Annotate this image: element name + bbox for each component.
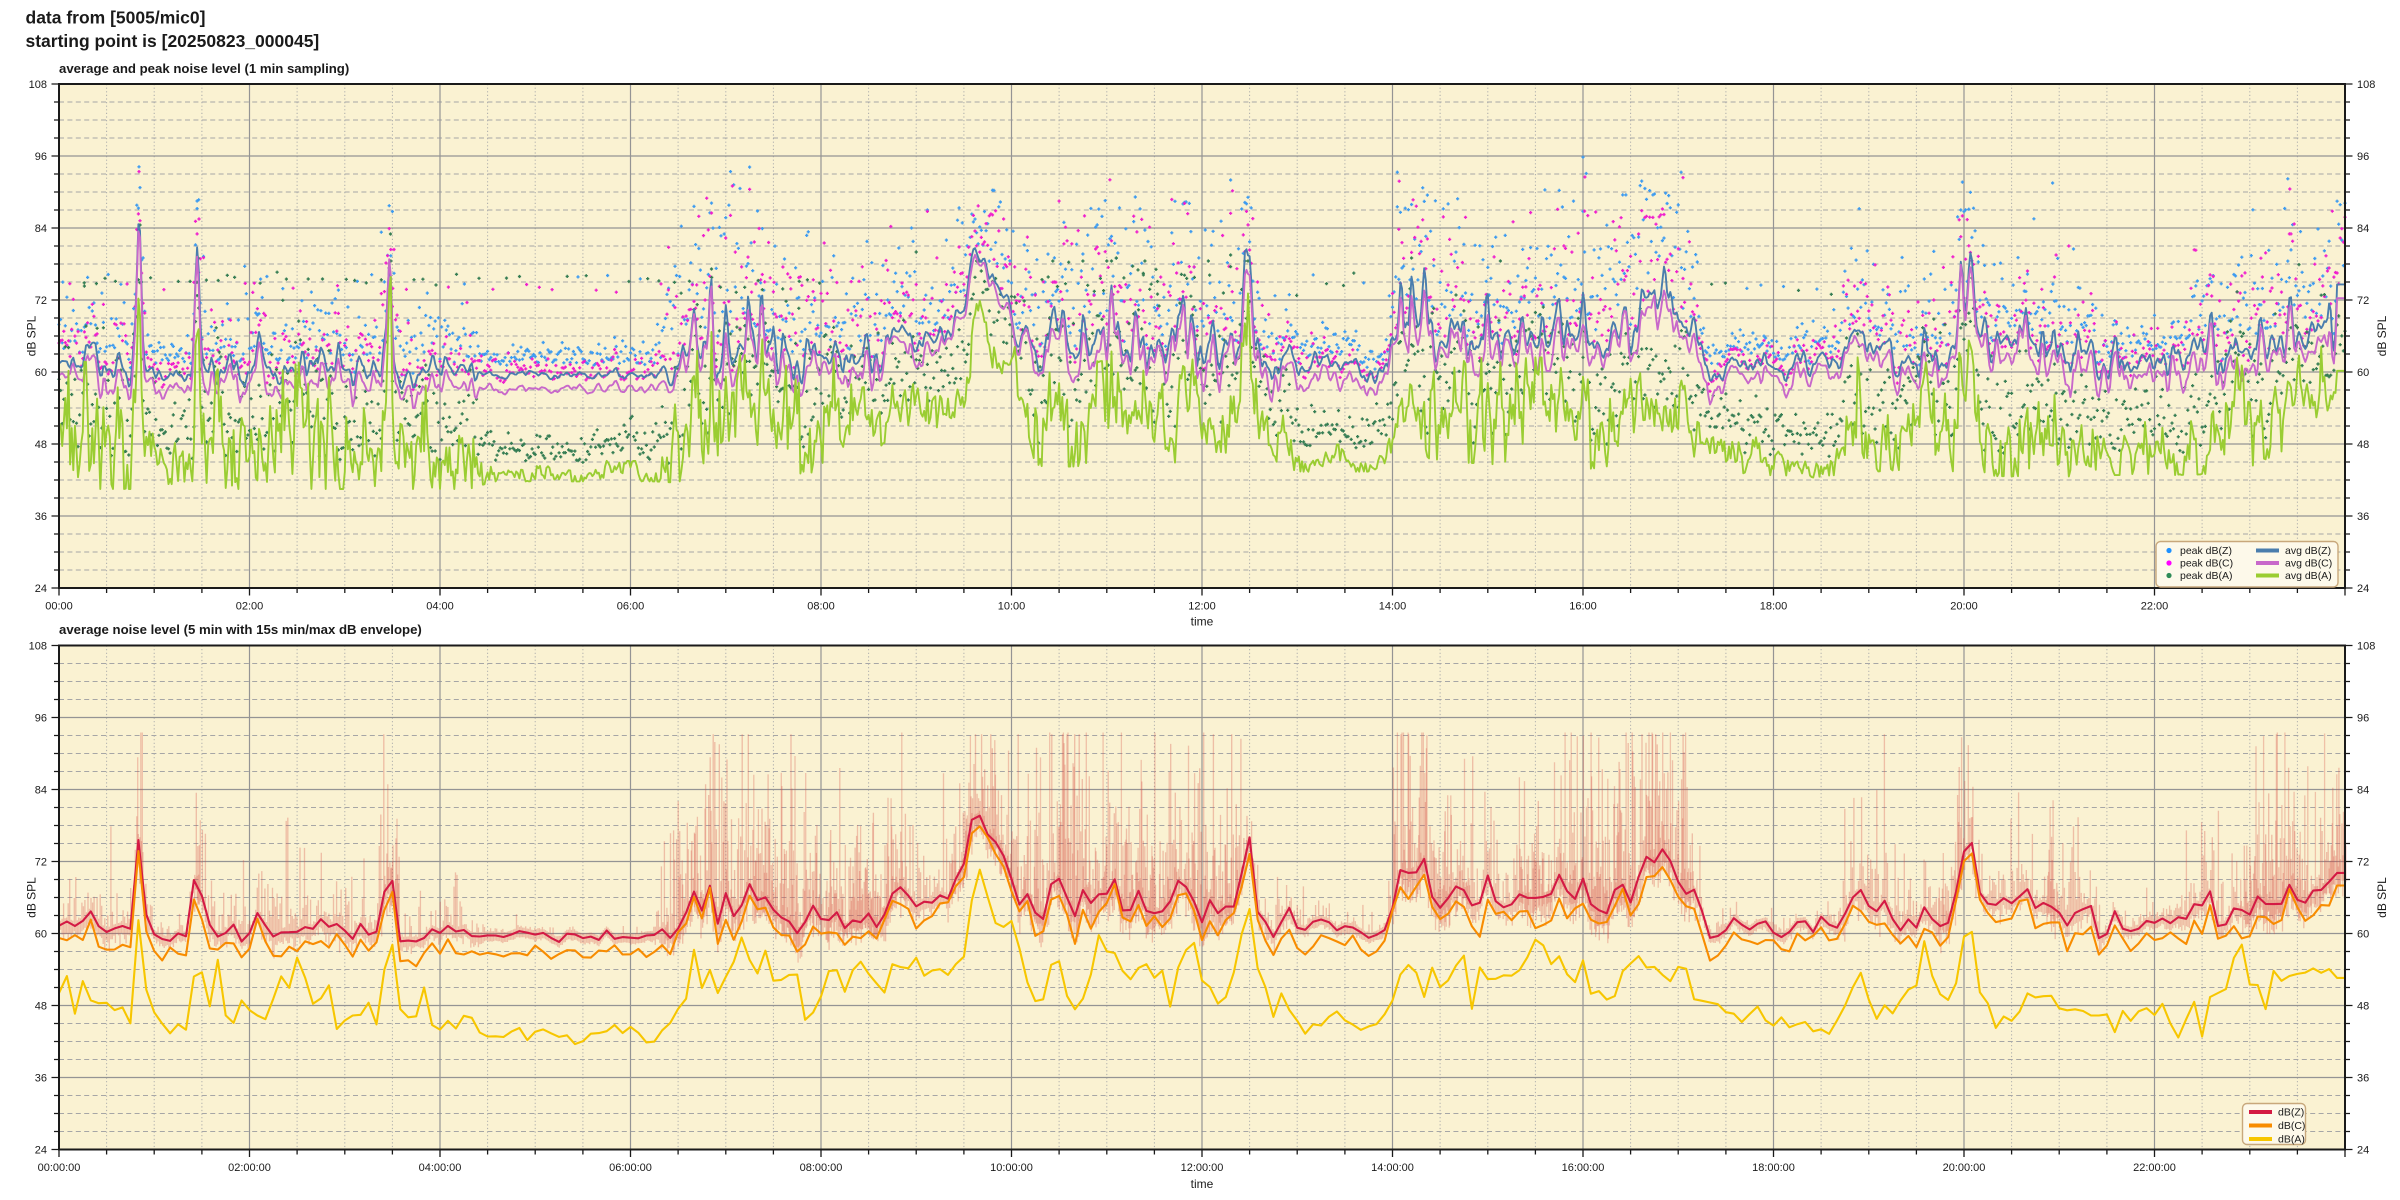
svg-text:time: time: [1191, 1177, 1214, 1191]
svg-text:data from [5005/mic0]: data from [5005/mic0]: [26, 8, 206, 28]
svg-text:84: 84: [2357, 785, 2369, 797]
svg-text:avg dB(Z): avg dB(Z): [2285, 545, 2331, 557]
svg-text:108: 108: [2357, 641, 2375, 653]
svg-text:starting point is [20250823_00: starting point is [20250823_000045]: [26, 31, 320, 51]
svg-text:36: 36: [35, 1073, 47, 1085]
svg-text:time: time: [1191, 615, 1214, 629]
svg-text:108: 108: [2357, 79, 2375, 91]
svg-text:18:00: 18:00: [1760, 601, 1788, 613]
svg-text:10:00:00: 10:00:00: [990, 1162, 1033, 1174]
svg-text:84: 84: [2357, 223, 2369, 235]
svg-text:dB(C): dB(C): [2278, 1120, 2305, 1132]
svg-text:60: 60: [2357, 929, 2369, 941]
svg-text:10:00: 10:00: [998, 601, 1026, 613]
svg-text:12:00:00: 12:00:00: [1181, 1162, 1224, 1174]
svg-text:36: 36: [2357, 511, 2369, 523]
svg-text:average and peak noise level (: average and peak noise level (1 min samp…: [59, 61, 349, 76]
svg-text:24: 24: [2357, 1145, 2369, 1157]
svg-text:60: 60: [2357, 367, 2369, 379]
svg-text:peak dB(Z): peak dB(Z): [2180, 545, 2232, 557]
svg-text:84: 84: [35, 223, 47, 235]
svg-text:04:00:00: 04:00:00: [419, 1162, 462, 1174]
svg-text:dB(Z): dB(Z): [2278, 1107, 2304, 1119]
svg-text:dB SPL: dB SPL: [2375, 877, 2389, 918]
svg-text:60: 60: [35, 367, 47, 379]
svg-text:04:00: 04:00: [426, 601, 454, 613]
svg-text:84: 84: [35, 785, 47, 797]
svg-text:dB SPL: dB SPL: [25, 315, 39, 356]
svg-text:108: 108: [29, 79, 47, 91]
svg-text:22:00: 22:00: [2141, 601, 2169, 613]
svg-text:24: 24: [35, 583, 47, 595]
svg-text:48: 48: [2357, 1001, 2369, 1013]
svg-text:24: 24: [2357, 583, 2369, 595]
svg-text:02:00: 02:00: [236, 601, 264, 613]
svg-text:14:00: 14:00: [1379, 601, 1407, 613]
svg-text:avg dB(A): avg dB(A): [2285, 570, 2332, 582]
svg-text:dB SPL: dB SPL: [25, 877, 39, 918]
svg-text:08:00:00: 08:00:00: [800, 1162, 843, 1174]
svg-text:22:00:00: 22:00:00: [2133, 1162, 2176, 1174]
svg-text:24: 24: [35, 1145, 47, 1157]
svg-text:36: 36: [35, 511, 47, 523]
svg-text:96: 96: [35, 151, 47, 163]
svg-text:20:00:00: 20:00:00: [1943, 1162, 1986, 1174]
svg-text:20:00: 20:00: [1950, 601, 1978, 613]
svg-text:48: 48: [35, 1001, 47, 1013]
svg-text:14:00:00: 14:00:00: [1371, 1162, 1414, 1174]
svg-text:average noise level (5 min wit: average noise level (5 min with 15s min/…: [59, 622, 422, 637]
svg-text:06:00: 06:00: [617, 601, 645, 613]
svg-text:48: 48: [2357, 439, 2369, 451]
svg-text:08:00: 08:00: [807, 601, 835, 613]
svg-text:72: 72: [35, 857, 47, 869]
svg-text:dB(A): dB(A): [2278, 1134, 2305, 1146]
svg-text:02:00:00: 02:00:00: [228, 1162, 271, 1174]
svg-text:peak dB(A): peak dB(A): [2180, 570, 2233, 582]
svg-text:16:00:00: 16:00:00: [1562, 1162, 1605, 1174]
svg-text:00:00: 00:00: [45, 601, 73, 613]
svg-text:96: 96: [2357, 713, 2369, 725]
svg-text:96: 96: [2357, 151, 2369, 163]
svg-text:00:00:00: 00:00:00: [38, 1162, 81, 1174]
svg-text:18:00:00: 18:00:00: [1752, 1162, 1795, 1174]
svg-text:72: 72: [35, 295, 47, 307]
svg-text:96: 96: [35, 713, 47, 725]
svg-text:48: 48: [35, 439, 47, 451]
svg-text:peak dB(C): peak dB(C): [2180, 558, 2233, 570]
svg-text:dB SPL: dB SPL: [2375, 315, 2389, 356]
svg-text:72: 72: [2357, 295, 2369, 307]
svg-text:12:00: 12:00: [1188, 601, 1216, 613]
svg-text:16:00: 16:00: [1569, 601, 1597, 613]
svg-text:36: 36: [2357, 1073, 2369, 1085]
svg-text:06:00:00: 06:00:00: [609, 1162, 652, 1174]
svg-text:avg dB(C): avg dB(C): [2285, 558, 2332, 570]
svg-text:72: 72: [2357, 857, 2369, 869]
svg-text:108: 108: [29, 641, 47, 653]
svg-text:60: 60: [35, 929, 47, 941]
